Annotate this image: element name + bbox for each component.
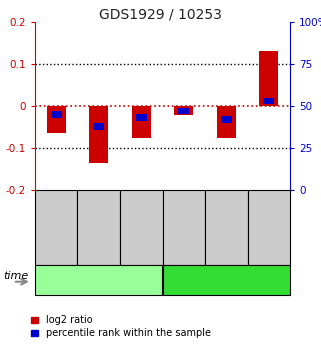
Bar xyxy=(178,108,189,115)
Bar xyxy=(136,115,146,121)
Text: GSM85327: GSM85327 xyxy=(222,203,231,252)
Text: GSM85323: GSM85323 xyxy=(52,203,61,252)
Text: 24 h: 24 h xyxy=(213,274,239,286)
Text: GSM85324: GSM85324 xyxy=(94,203,103,252)
Text: 6 h: 6 h xyxy=(89,274,108,286)
Text: GDS1929 / 10253: GDS1929 / 10253 xyxy=(99,7,222,21)
Bar xyxy=(132,106,151,138)
Text: time: time xyxy=(3,271,29,281)
Text: GSM85325: GSM85325 xyxy=(137,203,146,252)
Bar xyxy=(217,106,236,138)
Bar xyxy=(174,106,193,115)
Legend: log2 ratio, percentile rank within the sample: log2 ratio, percentile rank within the s… xyxy=(30,315,211,338)
Bar xyxy=(51,111,62,118)
Text: GSM85328: GSM85328 xyxy=(264,203,273,252)
Bar xyxy=(259,51,278,106)
Bar xyxy=(264,98,274,104)
Text: GSM85326: GSM85326 xyxy=(179,203,188,252)
Bar xyxy=(221,116,231,123)
Bar xyxy=(93,123,104,129)
Bar xyxy=(89,106,108,163)
Bar xyxy=(47,106,66,133)
